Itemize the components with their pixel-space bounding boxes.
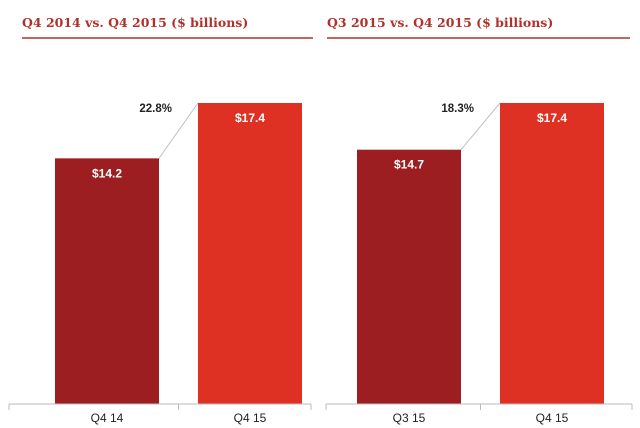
- bar-q3-15: [357, 149, 461, 404]
- growth-label-2: 18.3%: [441, 103, 474, 115]
- bar-value-label-q4-15-panel-1: $17.4: [235, 111, 265, 125]
- x-tick-label-q4-14: Q4 14: [91, 411, 124, 425]
- chart-title-1: Q4 2014 vs. Q4 2015 ($ billions): [22, 15, 248, 30]
- bar-value-label-q4-14: $14.2: [92, 166, 122, 180]
- growth-label-1: 22.8%: [139, 103, 172, 115]
- bar-q4-14: [55, 158, 159, 404]
- bar-q4-15-panel-1: [198, 103, 302, 404]
- chart-panel-1: Q4 2014 vs. Q4 2015 ($ billions) 22.8% $…: [8, 15, 313, 425]
- chart-panel-2: Q3 2015 vs. Q4 2015 ($ billions) 18.3% $…: [325, 15, 633, 425]
- growth-connector-2: [460, 102, 501, 151]
- bar-q4-15-panel-2: [500, 103, 604, 404]
- x-tick-label-q4-15-panel-2: Q4 15: [536, 411, 569, 425]
- x-tick-label-q4-15-panel-1: Q4 15: [234, 411, 267, 425]
- bar-value-label-q3-15: $14.7: [394, 158, 424, 172]
- x-tick-label-q3-15: Q3 15: [393, 411, 426, 425]
- chart-title-2: Q3 2015 vs. Q4 2015 ($ billions): [327, 15, 553, 30]
- bar-value-label-q4-15-panel-2: $17.4: [537, 111, 567, 125]
- growth-connector-1: [158, 102, 199, 159]
